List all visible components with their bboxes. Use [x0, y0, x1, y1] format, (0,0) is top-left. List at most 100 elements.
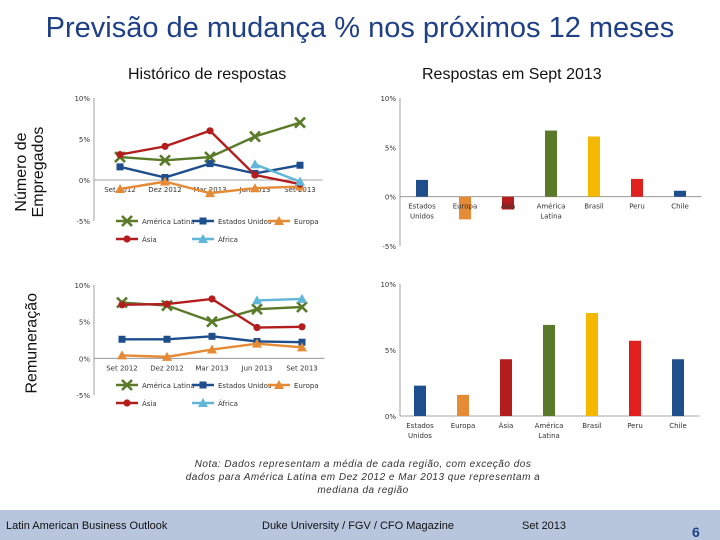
x-tick-label: Ásia [501, 202, 516, 211]
legend-label-africa: África [218, 399, 238, 408]
bar-estados-unidos [416, 179, 428, 197]
data-point-estados-unidos [298, 338, 306, 346]
data-point-europa [252, 338, 262, 348]
x-tick-label: Europa [453, 203, 478, 211]
employees-row-label-line2: Empregados [30, 126, 47, 218]
series-line-africa [254, 163, 301, 183]
x-tick-label: Brasil [582, 422, 602, 430]
data-point-africa [295, 176, 305, 186]
data-point-europa [162, 351, 172, 361]
data-point-america-latina [159, 154, 171, 167]
legend-label-europa: Europa [294, 218, 319, 226]
x-tick-label: Europa [451, 422, 476, 430]
data-point-africa [252, 295, 262, 305]
data-point-estados-unidos [116, 163, 124, 171]
data-point-europa [207, 344, 217, 354]
legend-marker-asia [123, 235, 131, 243]
data-point-estados-unidos [163, 335, 171, 343]
legend-marker-america-latina [121, 379, 133, 391]
bar-asia [502, 196, 514, 210]
y-tick-label: 10% [74, 282, 90, 290]
data-point-europa [250, 183, 260, 193]
legend-label-america-latina: América Latina [142, 382, 195, 390]
footer-date: Set 2013 [522, 520, 567, 532]
x-tick-label: América [535, 422, 564, 430]
bar-estados-unidos [414, 385, 426, 416]
legend-label-estados-unidos: Estados Unidos [218, 218, 272, 226]
history-header: Histórico de respostas [128, 66, 287, 83]
compensation-row-label-line1: Remuneração [23, 293, 41, 394]
page-title: Previsão de mudança % nos próximos 12 me… [45, 12, 675, 44]
legend-label-europa: Europa [294, 382, 319, 390]
legend-marker-africa [198, 234, 208, 243]
y-tick-label: 5% [79, 136, 90, 144]
legend-marker-europa [274, 216, 284, 225]
legend-marker-africa [198, 398, 208, 407]
y-tick-label: 10% [380, 95, 396, 103]
y-tick-label: 5% [385, 144, 396, 152]
x-tick-label: Unidos [408, 432, 432, 440]
data-point-asia [118, 301, 126, 309]
legend-label-africa: África [218, 235, 238, 244]
x-tick-label: Jun 2013 [241, 364, 273, 372]
compensation-row-label: Remuneração [23, 293, 41, 394]
footer-center: Duke University / FGV / CFO Magazine [262, 520, 454, 532]
y-tick-label: -5% [76, 218, 90, 226]
employees-row-label-line1: Número de [13, 132, 30, 212]
data-point-asia [298, 323, 306, 331]
page-number: 6 [692, 524, 700, 540]
x-tick-label: Mar 2013 [195, 364, 228, 372]
data-point-america-latina [296, 301, 308, 313]
x-tick-label: Chile [671, 203, 689, 211]
bar-america-latina [545, 130, 557, 197]
employees-row-label: Número de Empregados [13, 122, 47, 222]
x-tick-label: Dez 2012 [148, 186, 181, 194]
data-point-asia [116, 150, 124, 159]
data-point-europa [160, 176, 170, 186]
x-tick-label: Brasil [584, 203, 604, 211]
bar-peru [631, 178, 643, 197]
data-point-asia [253, 323, 261, 332]
bar-chile [674, 190, 686, 197]
legend-label-america-latina: América Latina [142, 218, 195, 226]
data-point-africa [297, 293, 307, 303]
footnote-line-1: Nota: Dados representam a média de cada … [194, 459, 532, 470]
x-tick-label: Chile [669, 422, 687, 430]
x-tick-label: Peru [629, 203, 645, 211]
legend-label-estados-unidos: Estados Unidos [218, 382, 272, 390]
footnote: Nota: Dados representam a média de cada … [178, 458, 548, 497]
data-point-america-latina [251, 303, 263, 316]
footer-left: Latin American Business Outlook [6, 520, 168, 532]
x-tick-label: Set 2013 [286, 364, 318, 372]
data-point-europa [205, 188, 215, 198]
data-point-europa [115, 184, 125, 194]
footnote-line-3: mediana da região [317, 485, 409, 496]
y-tick-label: 10% [380, 281, 396, 289]
legend-marker-america-latina [121, 215, 133, 227]
legend-label-asia: Ásia [142, 235, 157, 244]
x-tick-label: Latina [538, 432, 560, 440]
data-point-estados-unidos [206, 160, 214, 168]
x-tick-label: América [537, 203, 566, 211]
employees-history-chart: -5%0%5%10%Set 2012 Dez 2012 Mar 2013 Jun 20… [74, 95, 323, 244]
bar-brasil [588, 136, 600, 197]
data-point-estados-unidos [208, 332, 216, 340]
y-tick-label: 5% [79, 319, 90, 327]
x-tick-label: Estados [408, 203, 436, 211]
legend-marker-estados-unidos [199, 381, 207, 389]
bar-europa [457, 394, 469, 416]
y-tick-label: -5% [382, 243, 396, 251]
compensation-sept-chart: 0% 5% 10% Estados Unidos Europa Ásia América Lat… [380, 281, 700, 440]
compensation-history-chart: -5% 0% 5% 10% Set 2012 Dez 2012 Mar 2013 Jun 20… [74, 282, 325, 408]
x-tick-label: Ásia [499, 421, 514, 430]
footnote-line-2: dados para América Latina em Dez 2012 e … [185, 472, 541, 483]
data-point-america-latina [206, 315, 218, 328]
data-point-europa [117, 350, 127, 360]
y-tick-label: 5% [385, 347, 396, 355]
data-point-africa [250, 159, 260, 169]
x-tick-label: Estados [406, 422, 434, 430]
data-point-america-latina [249, 130, 261, 143]
bar-europa [459, 196, 471, 220]
y-tick-label: 0% [385, 413, 396, 421]
data-point-europa [297, 342, 307, 352]
